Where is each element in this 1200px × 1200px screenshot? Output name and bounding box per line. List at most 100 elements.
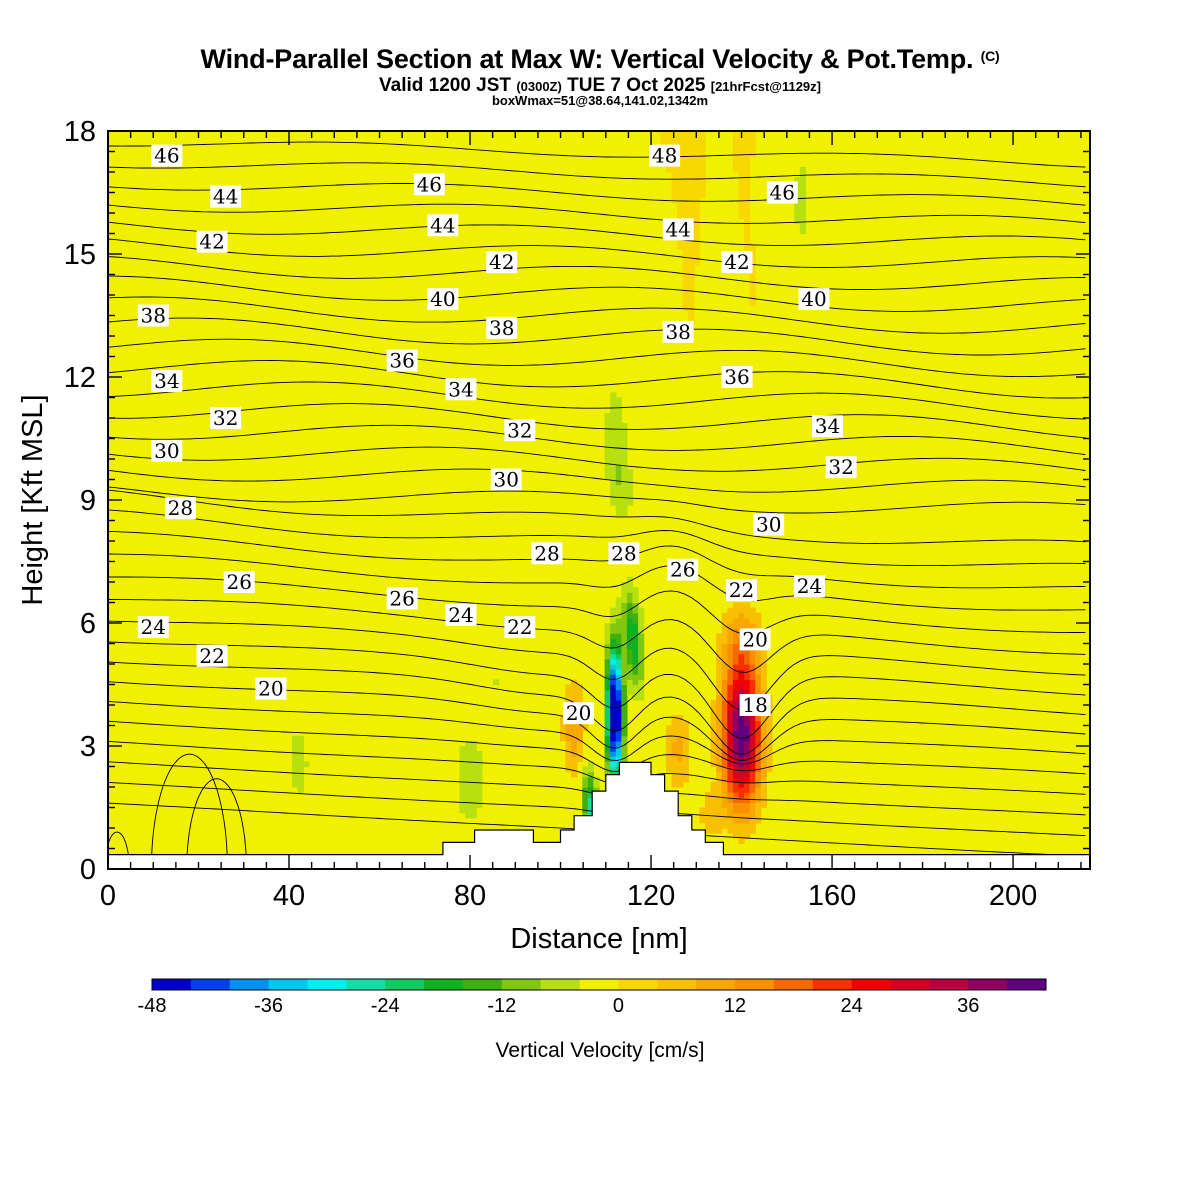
shading-cell	[766, 761, 773, 768]
contour-label: 34	[815, 414, 840, 438]
colorbar-segment	[812, 979, 853, 990]
terrain-outline	[108, 761, 1090, 856]
isentrope-line	[108, 489, 1086, 544]
shading-cell	[721, 771, 728, 778]
shading-cell	[610, 653, 617, 660]
shading-cell	[738, 172, 751, 178]
shading-cell	[665, 766, 689, 773]
shading-cell	[604, 669, 611, 675]
shading-cell	[721, 705, 728, 711]
shading-cell	[732, 725, 740, 732]
shading-cell	[621, 699, 628, 706]
isentrope-line	[108, 509, 1086, 567]
shading-cell	[799, 228, 807, 235]
shading-cell	[610, 740, 617, 747]
shading-cell	[665, 730, 689, 737]
isentrope-line	[151, 753, 228, 869]
shading-cell	[710, 751, 717, 757]
shading-cell	[760, 653, 767, 660]
shading-cell	[621, 740, 628, 747]
colorbar-segment	[1007, 979, 1047, 990]
shading-cell	[610, 689, 617, 696]
shading-cell	[744, 740, 751, 747]
shading-cell	[744, 684, 751, 691]
contour-label: 22	[199, 644, 224, 668]
shading-cell	[744, 233, 751, 240]
shading-cell	[632, 679, 639, 686]
shading-cell	[727, 628, 734, 634]
x-tick-label: 120	[627, 880, 675, 912]
shading-cell	[738, 781, 745, 788]
shading-cell	[755, 807, 762, 814]
colorbar-segment	[890, 979, 930, 990]
shading-cell	[760, 766, 767, 773]
shading-cell	[760, 648, 767, 655]
shading-cell	[610, 489, 634, 496]
shading-cell	[732, 746, 740, 752]
shading-cell	[604, 474, 617, 481]
shading-cell	[671, 751, 684, 757]
isentrope-line	[108, 720, 1086, 775]
shading-cell	[749, 689, 756, 696]
shading-cell	[615, 669, 622, 675]
shading-cell	[593, 787, 600, 793]
shading-cell	[665, 751, 673, 757]
shading-cell	[766, 756, 773, 762]
colorbar-segment	[735, 979, 775, 990]
shading-cell	[587, 781, 595, 788]
shading-cell	[688, 315, 695, 322]
shading-cell	[732, 156, 751, 163]
shading-cell	[794, 192, 807, 199]
shading-cell	[710, 746, 717, 752]
shading-cell	[459, 751, 483, 757]
shading-cell	[749, 300, 756, 306]
shading-cell	[721, 720, 728, 727]
shading-cell	[738, 187, 751, 194]
shading-cell	[587, 807, 595, 814]
contour-label: 42	[724, 250, 749, 274]
shading-cell	[721, 781, 728, 788]
shading-cell	[610, 725, 622, 732]
shading-cell	[727, 648, 734, 655]
shading-cell	[587, 761, 595, 768]
shading-cell	[604, 464, 617, 470]
x-tick-label: 160	[808, 880, 856, 912]
shading-cell	[744, 781, 751, 788]
shading-cell	[292, 776, 304, 783]
shading-cell	[682, 305, 695, 311]
terrain-step	[592, 791, 607, 869]
contour-label: 24	[141, 615, 166, 639]
shading-cell	[626, 612, 639, 619]
shading-cell	[610, 607, 622, 614]
contour-label-box	[196, 644, 228, 667]
shading-cell	[766, 751, 773, 757]
shading-cell	[638, 628, 645, 634]
shading-cell	[292, 735, 304, 742]
contour-label-box	[766, 181, 798, 204]
colorbar-label: 36	[957, 995, 979, 1017]
shading-cell	[716, 746, 723, 752]
contour-label: 32	[828, 455, 853, 479]
shading-cell	[732, 679, 751, 686]
shading-cell	[587, 787, 595, 793]
colorbar-segment	[229, 979, 270, 990]
colorbar-label: -12	[487, 995, 516, 1017]
shading-cell	[604, 699, 611, 706]
shading-cell	[716, 740, 723, 747]
shading-cell	[292, 756, 304, 762]
shading-cell	[682, 740, 689, 747]
shading-cell	[749, 787, 756, 793]
shading-cell	[621, 653, 628, 660]
shading-cell	[610, 766, 617, 773]
contour-label: 26	[227, 570, 252, 594]
shading-cell	[565, 730, 583, 737]
shading-cell	[721, 787, 728, 793]
shading-cell	[632, 617, 639, 624]
shading-cell	[610, 658, 617, 665]
shading-cell	[671, 187, 706, 194]
shading-cell	[721, 694, 728, 701]
contour-label: 38	[489, 316, 514, 340]
valid-time-utc: (0300Z)	[516, 79, 562, 94]
shading-cell	[593, 781, 600, 788]
shading-cell	[760, 787, 767, 793]
